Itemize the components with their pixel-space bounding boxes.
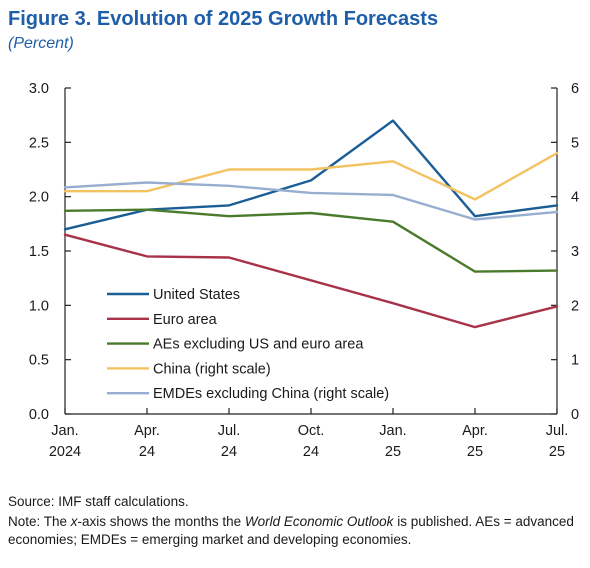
y2-tick-label: 2 bbox=[571, 298, 579, 314]
x-tick-label-month: Oct. bbox=[298, 423, 325, 439]
line-chart: 0.0 0.5 1.0 1.5 2.0 2.5 3.0 0 1 2 3 4 5 6 Jan. 2024 Apr.… bbox=[29, 81, 579, 460]
y2-tick-label: 0 bbox=[571, 407, 579, 423]
y-tick-label: 0.5 bbox=[29, 353, 49, 369]
series-layer bbox=[63, 119, 559, 329]
figure-subtitle: (Percent) bbox=[8, 35, 74, 52]
x-tick-label-year: 25 bbox=[385, 444, 401, 460]
x-tick-label-year: 25 bbox=[549, 444, 565, 460]
y2-tick-label: 5 bbox=[571, 135, 579, 151]
note-weo: World Economic Outlook bbox=[244, 514, 394, 529]
y-tick-label: 2.0 bbox=[29, 190, 49, 206]
x-tick-label-month: Jan. bbox=[379, 423, 406, 439]
x-tick-label-year: 24 bbox=[303, 444, 319, 460]
source-note: Source: IMF staff calculations. bbox=[8, 494, 189, 509]
series-line-5 bbox=[63, 181, 559, 221]
x-tick-label-year: 2024 bbox=[49, 444, 81, 460]
y-tick-label: 1.0 bbox=[29, 298, 49, 314]
series-line-3 bbox=[63, 208, 559, 273]
figure-title: Figure 3. Evolution of 2025 Growth Forec… bbox=[8, 8, 439, 30]
series-line-4 bbox=[63, 151, 559, 201]
x-tick-label-month: Jul. bbox=[546, 423, 569, 439]
legend-label: Euro area bbox=[153, 312, 218, 328]
legend-label: China (right scale) bbox=[153, 361, 271, 377]
x-tick-label-month: Apr. bbox=[462, 423, 488, 439]
series-line-2 bbox=[63, 233, 559, 329]
chart-note: Note: The x-axis shows the months the Wo… bbox=[8, 513, 583, 549]
x-tick-label-month: Jul. bbox=[218, 423, 241, 439]
y2-tick-label: 6 bbox=[571, 81, 579, 97]
note-rest: is published. AEs = advanced economies; … bbox=[8, 514, 574, 547]
x-tick-label-year: 25 bbox=[467, 444, 483, 460]
legend-label: AEs excluding US and euro area bbox=[153, 337, 364, 353]
legend: United States Euro area AEs excluding US a… bbox=[107, 287, 389, 402]
x-tick-label-year: 24 bbox=[221, 444, 237, 460]
y2-tick-label: 1 bbox=[571, 353, 579, 369]
y2-tick-label: 4 bbox=[571, 190, 579, 206]
y-tick-label: 3.0 bbox=[29, 81, 49, 97]
legend-label: EMDEs excluding China (right scale) bbox=[153, 386, 389, 402]
axes: 0.0 0.5 1.0 1.5 2.0 2.5 3.0 0 1 2 3 4 5 6 Jan. 2024 Apr.… bbox=[29, 81, 579, 460]
note-prefix: Note: The bbox=[8, 514, 71, 529]
y-tick-label: 2.5 bbox=[29, 135, 49, 151]
y-tick-label: 0.0 bbox=[29, 407, 49, 423]
y-tick-label: 1.5 bbox=[29, 244, 49, 260]
x-tick-label-year: 24 bbox=[139, 444, 155, 460]
x-tick-label-month: Apr. bbox=[134, 423, 160, 439]
x-tick-label-month: Jan. bbox=[51, 423, 78, 439]
note-x: x bbox=[70, 514, 78, 529]
y2-tick-label: 3 bbox=[571, 244, 579, 260]
note-mid: -axis shows the months the bbox=[77, 514, 245, 529]
legend-label: United States bbox=[153, 287, 240, 303]
